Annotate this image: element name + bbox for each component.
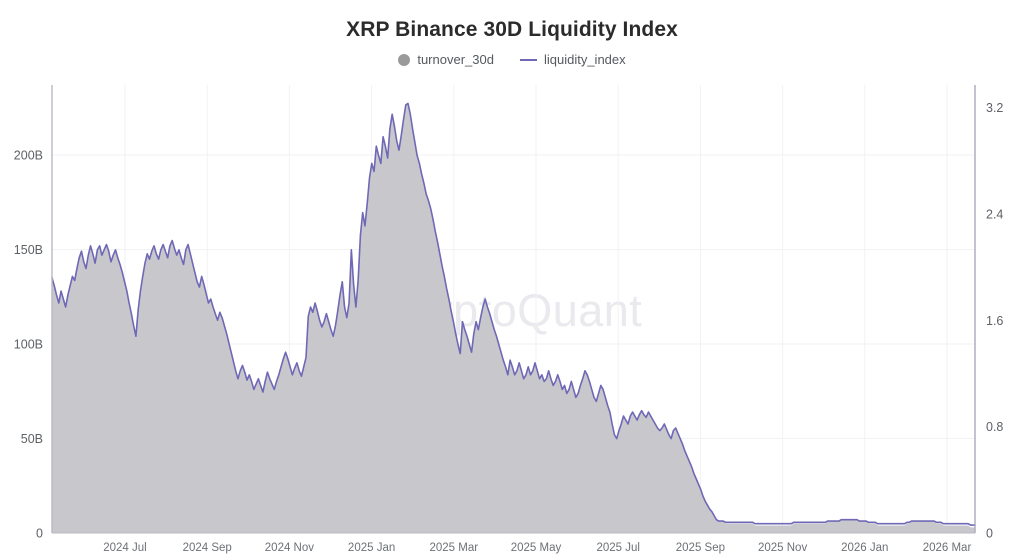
x-axis-tick-label: 2025 Jan [348, 542, 395, 554]
x-axis-tick-label: 2024 Nov [265, 542, 314, 554]
filled-circle-icon [398, 53, 411, 66]
y-axis-right-tick-label: 1.6 [986, 314, 1003, 328]
x-axis-tick-label: 2025 Sep [676, 542, 725, 554]
y-axis-left-tick-label: 200B [14, 148, 43, 162]
y-axis-left-tick-label: 150B [14, 243, 43, 257]
x-axis-tick-label: 2024 Sep [183, 542, 232, 554]
legend-label-liquidity: liquidity_index [543, 52, 626, 67]
series-line-liquidity-index [51, 102, 976, 526]
x-axis-tick-label: 2025 Jul [596, 542, 639, 554]
series-area-turnover-30d [52, 102, 975, 533]
y-axis-right-tick-label: 3.2 [986, 101, 1003, 115]
y-axis-left-tick-label: 50B [21, 432, 43, 446]
x-axis-tick-label: 2026 Jan [841, 542, 888, 554]
x-axis-tick-label: 2025 May [511, 542, 562, 554]
x-axis-tick-label: 2026 Mar [923, 542, 972, 554]
x-axis-tick-label: 2025 Mar [430, 542, 479, 554]
chart-legend: turnover_30d liquidity_index [0, 52, 1024, 67]
y-axis-right-tick-label: 2.4 [986, 207, 1003, 221]
legend-item-liquidity[interactable]: liquidity_index [519, 52, 626, 67]
x-axis-tick-label: 2025 Nov [758, 542, 807, 554]
y-axis-right-tick-label: 0 [986, 527, 993, 541]
legend-item-turnover[interactable]: turnover_30d [398, 52, 494, 67]
page-title: XRP Binance 30D Liquidity Index [346, 18, 678, 41]
x-axis-tick-label: 2024 Jul [103, 542, 146, 554]
y-axis-left-tick-label: 100B [14, 337, 43, 351]
y-axis-right-tick-label: 0.8 [986, 420, 1003, 434]
legend-label-turnover: turnover_30d [417, 52, 494, 67]
y-axis-left-tick-label: 0 [36, 527, 43, 541]
line-segment-icon [519, 58, 537, 61]
